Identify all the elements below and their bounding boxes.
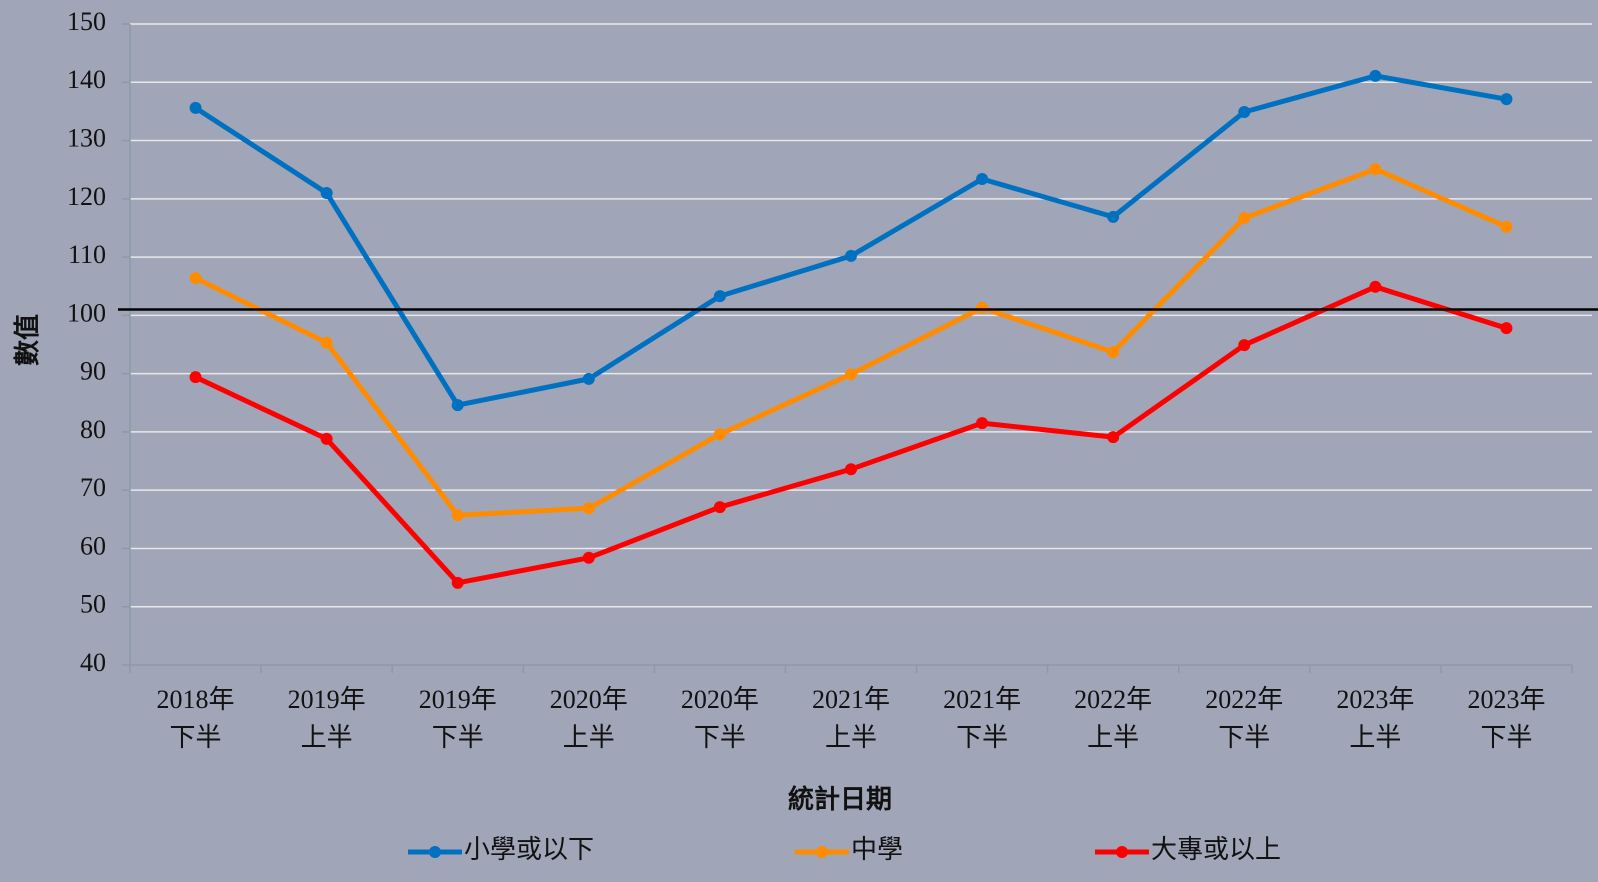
legend-marker: [429, 846, 441, 858]
x-tick-label: 下半: [170, 723, 222, 752]
x-tick-label: 下半: [956, 723, 1008, 752]
point: [189, 101, 202, 114]
y-tick-label: 90: [80, 357, 106, 386]
point: [976, 301, 989, 314]
point: [976, 173, 989, 186]
point: [1500, 220, 1513, 233]
point: [1107, 431, 1120, 444]
x-tick-label: 下半: [432, 723, 484, 752]
point: [320, 336, 333, 349]
point: [1238, 339, 1251, 352]
x-tick-label: 上半: [1349, 723, 1401, 752]
point: [582, 372, 595, 385]
point: [1369, 280, 1382, 293]
point: [451, 576, 464, 589]
x-tick-label: 2019年: [419, 685, 497, 714]
point: [713, 428, 726, 441]
y-tick-label: 40: [80, 648, 106, 677]
point: [189, 371, 202, 384]
x-tick-label: 2023年: [1336, 685, 1414, 714]
x-axis-title: 統計日期: [788, 784, 892, 814]
point: [582, 551, 595, 564]
x-tick-label: 2020年: [550, 685, 628, 714]
y-axis-title: 數值: [13, 314, 42, 366]
x-tick-label: 2021年: [812, 685, 890, 714]
y-tick-label: 60: [80, 531, 106, 560]
x-tick-label: 2020年: [681, 685, 759, 714]
point: [1500, 93, 1513, 106]
legend-label: 小學或以下: [464, 835, 594, 864]
point: [976, 417, 989, 430]
x-tick-label: 上半: [1087, 723, 1139, 752]
y-tick-label: 150: [67, 7, 106, 36]
point: [845, 368, 857, 381]
x-tick-label: 下半: [1480, 723, 1532, 752]
x-tick-label: 2022年: [1205, 685, 1283, 714]
point: [713, 501, 726, 514]
legend-marker: [816, 846, 828, 858]
point: [1369, 163, 1382, 176]
legend-marker: [1116, 846, 1128, 858]
point: [1107, 346, 1120, 359]
point: [320, 186, 333, 199]
point: [582, 502, 595, 515]
point: [1238, 212, 1251, 225]
point: [845, 463, 857, 476]
y-tick-label: 80: [80, 415, 106, 444]
y-tick-label: 70: [80, 473, 106, 502]
y-tick-label: 100: [67, 298, 106, 327]
point: [189, 272, 202, 285]
x-tick-label: 下半: [1218, 723, 1270, 752]
y-tick-label: 140: [67, 65, 106, 94]
x-tick-label: 上半: [825, 723, 877, 752]
point: [320, 432, 333, 445]
point: [1369, 69, 1382, 82]
y-tick-label: 120: [67, 182, 106, 211]
point: [1107, 210, 1120, 223]
point: [845, 249, 857, 262]
legend-label: 大專或以上: [1151, 835, 1281, 864]
point: [713, 290, 726, 303]
legend-label: 中學: [851, 835, 903, 864]
y-tick-label: 110: [68, 240, 106, 269]
x-tick-label: 2021年: [943, 685, 1021, 714]
x-tick-label: 下半: [694, 723, 746, 752]
y-tick-label: 50: [80, 590, 106, 619]
x-tick-label: 2018年: [157, 685, 235, 714]
x-tick-label: 2022年: [1074, 685, 1152, 714]
y-tick-label: 130: [67, 124, 106, 153]
x-tick-label: 上半: [563, 723, 615, 752]
point: [451, 509, 464, 522]
point: [1500, 322, 1513, 335]
point: [1238, 105, 1251, 118]
x-tick-label: 2023年: [1467, 685, 1545, 714]
point: [451, 399, 464, 412]
x-tick-label: 上半: [301, 723, 353, 752]
x-tick-label: 2019年: [288, 685, 366, 714]
